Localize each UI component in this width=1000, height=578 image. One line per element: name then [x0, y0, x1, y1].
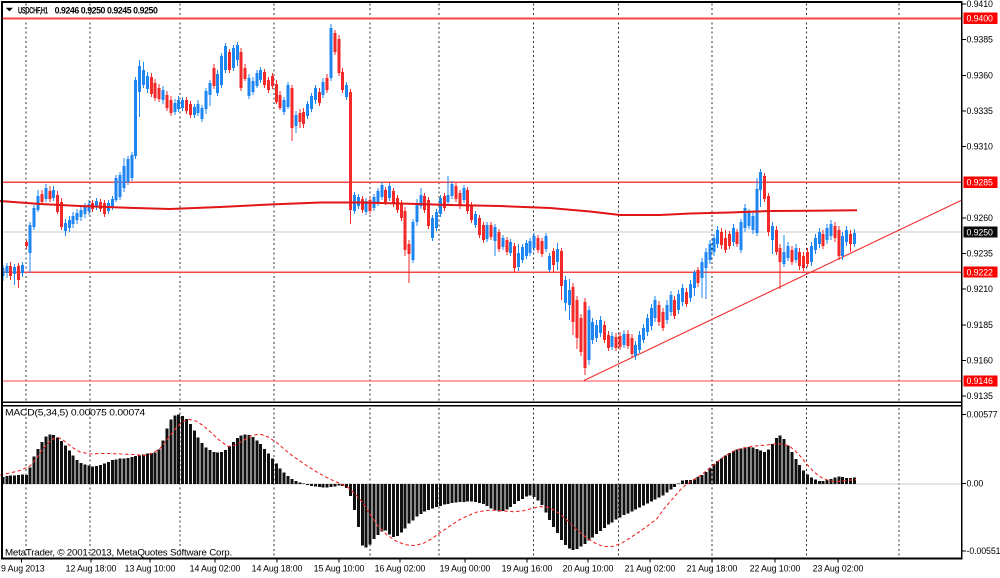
svg-text:USDCHF,H1: USDCHF,H1 — [18, 5, 48, 15]
svg-text:0.9385: 0.9385 — [967, 35, 994, 45]
svg-text:0.9260: 0.9260 — [967, 213, 994, 223]
svg-text:0.9250: 0.9250 — [967, 227, 994, 237]
svg-text:14 Aug 02:00: 14 Aug 02:00 — [190, 564, 241, 574]
svg-text:0.9222: 0.9222 — [967, 267, 994, 277]
svg-text:19 Aug 16:00: 19 Aug 16:00 — [502, 564, 553, 574]
svg-text:13 Aug 10:00: 13 Aug 10:00 — [125, 564, 176, 574]
svg-text:16 Aug 02:00: 16 Aug 02:00 — [375, 564, 426, 574]
svg-text:21 Aug 18:00: 21 Aug 18:00 — [687, 564, 738, 574]
svg-text:20 Aug 10:00: 20 Aug 10:00 — [563, 564, 614, 574]
svg-text:0.9185: 0.9185 — [967, 320, 994, 330]
svg-text:12 Aug 18:00: 12 Aug 18:00 — [66, 564, 117, 574]
svg-text:14 Aug 18:00: 14 Aug 18:00 — [252, 564, 303, 574]
svg-text:0.9410: 0.9410 — [967, 0, 994, 9]
svg-text:23 Aug 02:00: 23 Aug 02:00 — [813, 564, 864, 574]
svg-text:0.9146: 0.9146 — [967, 376, 994, 386]
svg-text:MetaTrader, © 2001-2013, MetaQ: MetaTrader, © 2001-2013, MetaQuotes Soft… — [5, 548, 232, 558]
svg-text:19 Aug 00:00: 19 Aug 00:00 — [440, 564, 491, 574]
svg-text:0.00: 0.00 — [967, 479, 984, 489]
svg-text:15 Aug 10:00: 15 Aug 10:00 — [314, 564, 365, 574]
svg-text:0.9210: 0.9210 — [967, 284, 994, 294]
svg-text:0.9285: 0.9285 — [967, 177, 994, 187]
svg-text:0.9246 0.9250 0.9245 0.9250: 0.9246 0.9250 0.9245 0.9250 — [55, 5, 158, 15]
svg-text:-0.00551: -0.00551 — [967, 546, 1000, 556]
svg-text:9 Aug 2013: 9 Aug 2013 — [1, 564, 45, 574]
svg-text:MACD(5,34,5) 0.00075 0.00074: MACD(5,34,5) 0.00075 0.00074 — [5, 408, 145, 418]
svg-text:0.9135: 0.9135 — [967, 391, 994, 401]
svg-text:21 Aug 02:00: 21 Aug 02:00 — [625, 564, 676, 574]
svg-text:0.9335: 0.9335 — [967, 106, 994, 116]
svg-text:0.9400: 0.9400 — [967, 14, 994, 24]
svg-text:0.9310: 0.9310 — [967, 142, 994, 152]
svg-text:0.9160: 0.9160 — [967, 355, 994, 365]
svg-text:0.00577: 0.00577 — [967, 410, 998, 420]
svg-text:0.9360: 0.9360 — [967, 70, 994, 80]
svg-text:0.9235: 0.9235 — [967, 249, 994, 259]
svg-text:22 Aug 10:00: 22 Aug 10:00 — [750, 564, 801, 574]
